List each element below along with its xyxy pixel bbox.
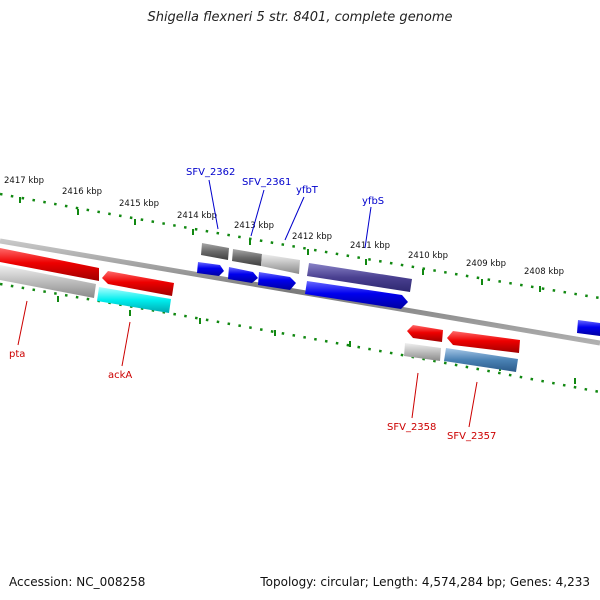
gene-SFV_2361-feature[interactable]: [228, 267, 258, 283]
gene-label-yfbS[interactable]: yfbS: [362, 196, 384, 207]
gene-SFV_2362-feature[interactable]: [197, 262, 224, 276]
gene-label-SFV_2357[interactable]: SFV_2357: [447, 431, 496, 442]
ruler-label-2415: 2415 kbp: [119, 199, 159, 209]
gene-SFV_2361-region-a[interactable]: [232, 249, 262, 266]
gene-SFV_2357-feature[interactable]: [447, 331, 520, 353]
ruler-label-2411: 2411 kbp: [350, 241, 390, 251]
gene-edge-feature[interactable]: [577, 320, 600, 336]
gene-SFV_2358-feature[interactable]: [407, 325, 443, 342]
leader-yfbS: [364, 206, 372, 249]
gene-pta-feature[interactable]: [0, 248, 99, 281]
gene-ackA-feature[interactable]: [102, 271, 174, 296]
outer-ruler-line: [0, 192, 600, 300]
gene-SFV_2358-region[interactable]: [404, 343, 441, 361]
gene-SFV_2357-region[interactable]: [444, 348, 518, 372]
leader-ackA: [121, 321, 131, 367]
map-title: Shigella flexneri 5 str. 8401, complete …: [147, 10, 453, 25]
gene-SFV_2361-region-b[interactable]: [261, 254, 300, 274]
leader-SFV_2361: [250, 189, 265, 237]
gene-label-ackA[interactable]: ackA: [108, 370, 132, 381]
ruler-label-2412: 2412 kbp: [292, 232, 332, 242]
gene-label-yfbT[interactable]: yfbT: [296, 185, 319, 196]
genome-backbone: [0, 238, 600, 346]
ruler-label-2414: 2414 kbp: [177, 211, 217, 221]
gene-SFV_2362-region[interactable]: [201, 243, 229, 260]
gene-pta-region[interactable]: [0, 265, 96, 298]
accession-text: Accession: NC_008258: [9, 575, 146, 589]
gene-label-pta[interactable]: pta: [9, 349, 25, 360]
leader-SFV_2358: [411, 372, 419, 419]
leader-SFV_2362: [208, 179, 219, 230]
gene-yfbS-feature[interactable]: [305, 281, 408, 309]
ruler-label-2416: 2416 kbp: [62, 187, 102, 197]
gene-label-SFV_2358[interactable]: SFV_2358: [387, 422, 436, 433]
ruler-label-2408: 2408 kbp: [524, 267, 564, 277]
gene-yfbT-feature[interactable]: [258, 272, 296, 290]
ruler-label-2417: 2417 kbp: [4, 176, 44, 186]
gene-ackA-region[interactable]: [97, 287, 171, 313]
ruler-label-2410: 2410 kbp: [408, 251, 448, 261]
genome-summary-text: Topology: circular; Length: 4,574,284 bp…: [260, 575, 590, 589]
leader-SFV_2357: [468, 381, 478, 428]
gene-label-SFV_2362[interactable]: SFV_2362: [186, 167, 235, 178]
leader-pta: [17, 300, 28, 346]
gene-label-SFV_2361[interactable]: SFV_2361: [242, 177, 291, 188]
inner-ruler-line: [0, 282, 600, 394]
leader-yfbT: [284, 196, 305, 241]
gene-yfbS-region[interactable]: [307, 263, 412, 292]
ruler-label-2409: 2409 kbp: [466, 259, 506, 269]
